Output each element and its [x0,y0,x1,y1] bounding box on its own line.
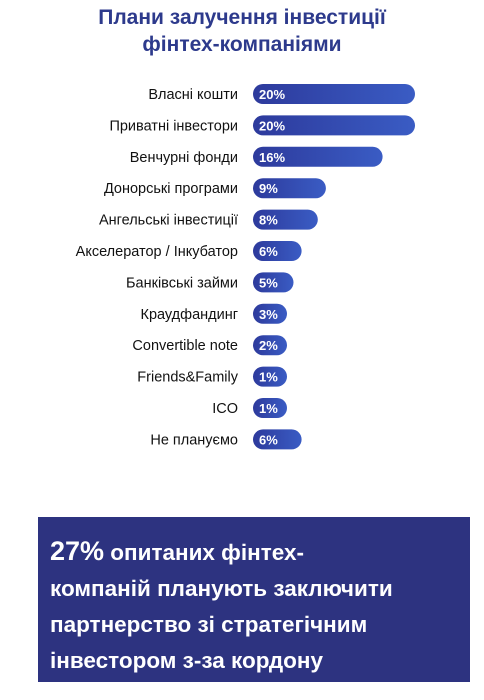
bar [253,272,294,293]
callout-text: 27% опитаних фінтех- компаній планують з… [50,533,458,679]
callout-highlight: 27% [50,536,105,566]
bar-value-label: 9% [259,181,278,196]
category-label: Власні кошти [148,87,238,103]
bar [253,146,383,167]
callout-line-1-rest: опитаних фінтех- [104,540,304,565]
bar [253,398,287,418]
bar-value-label: 3% [259,307,278,322]
chart-title: Плани залучення інвестиції фінтех-компан… [0,4,484,58]
category-label: Не плануємо [150,432,238,448]
category-label: ICO [212,401,238,417]
callout-box: 27% опитаних фінтех- компаній планують з… [38,517,470,682]
bar [253,303,287,324]
bar [253,178,326,199]
bar-value-label: 1% [259,370,278,385]
category-label: Friends&Family [137,370,238,386]
chart-title-line-1: Плани залучення інвестиції [98,6,386,29]
callout-line-4: інвестором з-за кордону [50,648,324,673]
category-label: Приватні інвестори [109,118,238,134]
bar [253,84,415,104]
callout-line-2: компаній планують заключити [50,576,393,601]
bar-value-label: 16% [259,150,285,165]
bars-layer: Власні кошти 20% Приватні інвестори 20% Венч… [76,84,415,450]
category-label: Банківські займи [126,275,238,291]
bar-value-label: 2% [259,338,278,353]
bar-value-label: 20% [259,87,285,102]
bar-value-label: 6% [259,244,278,259]
bar-value-label: 1% [259,401,278,416]
bar [253,209,318,230]
bar [253,241,302,261]
bar [253,429,302,450]
category-label: Ангельські інвестиції [99,213,238,229]
category-label: Краудфандинг [141,307,239,323]
category-label: Акселератор / Інкубатор [76,244,238,260]
callout-line-1: 27% опитаних фінтех- [50,533,458,571]
bar-value-label: 20% [259,118,285,133]
chart-title-line-2: фінтех-компаніями [142,33,342,56]
bar [253,335,287,356]
bar-value-label: 8% [259,213,278,228]
category-label: Convertible note [132,338,238,354]
bar [253,366,287,387]
category-label: Донорські програми [104,181,238,197]
bar-value-label: 6% [259,432,278,447]
bar [253,115,415,136]
bar-value-label: 5% [259,275,278,290]
bar-chart: Власні кошти 20% Приватні інвестори 20% Венч… [76,84,415,450]
callout-line-3: партнерство зі стратегічним [50,612,368,637]
category-label: Венчурні фонди [130,150,238,166]
